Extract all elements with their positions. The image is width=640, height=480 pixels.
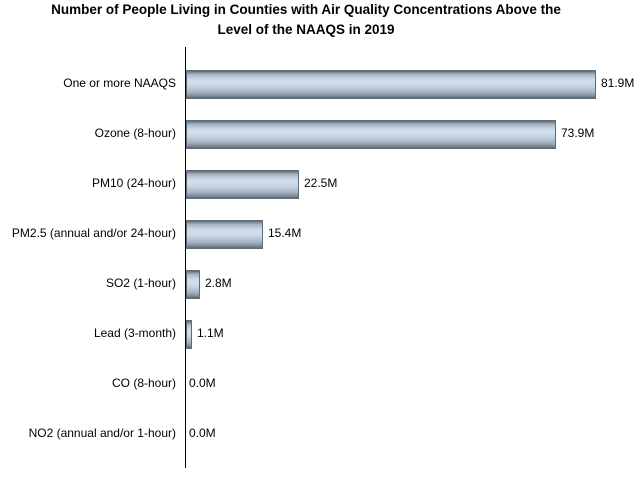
- bar: [186, 270, 200, 299]
- value-label: 81.9M: [601, 76, 635, 90]
- value-label: 2.8M: [205, 276, 232, 290]
- bar: [186, 170, 299, 199]
- y-axis-line: [185, 47, 186, 468]
- bar: [186, 320, 192, 349]
- bar: [186, 70, 596, 99]
- category-label: PM10 (24-hour): [91, 176, 176, 190]
- chart-title-line-2: Level of the NAAQS in 2019: [217, 22, 395, 37]
- value-label: 0.0M: [189, 376, 216, 390]
- value-label: 73.9M: [561, 126, 595, 140]
- bar: [186, 220, 263, 249]
- value-label: 22.5M: [304, 176, 338, 190]
- bar: [186, 120, 556, 149]
- category-label: SO2 (1-hour): [105, 276, 176, 290]
- category-label: One or more NAAQS: [63, 76, 176, 90]
- chart-title-line-1: Number of People Living in Counties with…: [51, 2, 561, 17]
- value-label: 1.1M: [197, 326, 224, 340]
- category-label: Lead (3-month): [93, 326, 176, 340]
- category-label: NO2 (annual and/or 1-hour): [28, 426, 176, 440]
- chart-title: Number of People Living in Counties with…: [0, 0, 612, 40]
- value-label: 15.4M: [268, 226, 302, 240]
- category-label: PM2.5 (annual and/or 24-hour): [11, 226, 176, 240]
- category-label: CO (8-hour): [111, 376, 176, 390]
- category-label: Ozone (8-hour): [94, 126, 176, 140]
- value-label: 0.0M: [189, 426, 216, 440]
